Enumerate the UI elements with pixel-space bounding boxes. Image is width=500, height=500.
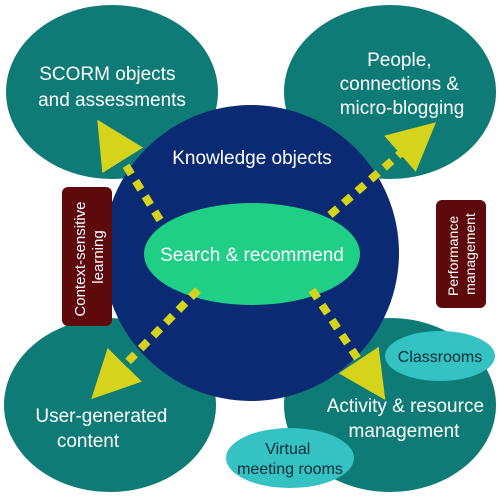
knowledge-objects-label: Knowledge objects [172, 148, 332, 169]
classrooms-label: Classrooms [398, 349, 482, 366]
virtual-line2: meeting rooms [237, 461, 343, 478]
svg-text:SCORM objects and assessme: SCORM objects and assessments [38, 64, 186, 111]
context-sensitive-line1: Context-sensitive [72, 202, 89, 317]
search-recommend-label: Search & recommend [160, 245, 344, 266]
people-line2: connections & [340, 74, 460, 95]
classrooms-bubble: Classrooms [385, 331, 495, 381]
performance-management-box: Performance management [436, 200, 486, 308]
scorm-line1: SCORM objects [39, 64, 175, 85]
search-recommend-ellipse [144, 203, 360, 305]
arrow-to-people [327, 122, 437, 219]
svg-text:Performance management: Performance management [445, 212, 478, 296]
virtual-meeting-bubble: Virtual meeting rooms [226, 428, 354, 488]
arrow-to-activity [308, 287, 386, 400]
activity-line1: Activity & resource [327, 396, 484, 417]
performance-line2: management [462, 213, 478, 295]
virtual-line1: Virtual [265, 441, 310, 458]
svg-text:Activity & resource manage: Activity & resource management [327, 396, 490, 442]
arrow-to-user-generated [91, 287, 201, 400]
svg-text:User-generated content: User-generated content [35, 406, 172, 452]
people-line1: People, [367, 50, 431, 71]
svg-text:People, connections &: People, connections & micro-blogging [340, 50, 465, 119]
arrow-to-scorm [97, 119, 164, 223]
performance-line1: Performance [445, 216, 461, 296]
arrows [91, 119, 437, 400]
scorm-line2: and assessments [38, 90, 186, 111]
activity-line2: management [349, 421, 461, 442]
user-generated-line2: content [57, 431, 120, 452]
svg-text:Virtual meeting rooms: Virtual meeting rooms [237, 441, 343, 478]
context-sensitive-box: Context-sensitive learning [62, 187, 112, 326]
context-sensitive-line2: learning [90, 230, 107, 283]
svg-text:Context-sensitive learni: Context-sensitive learning [72, 197, 107, 316]
people-line3: micro-blogging [340, 98, 465, 119]
user-generated-line1: User-generated [35, 406, 167, 427]
